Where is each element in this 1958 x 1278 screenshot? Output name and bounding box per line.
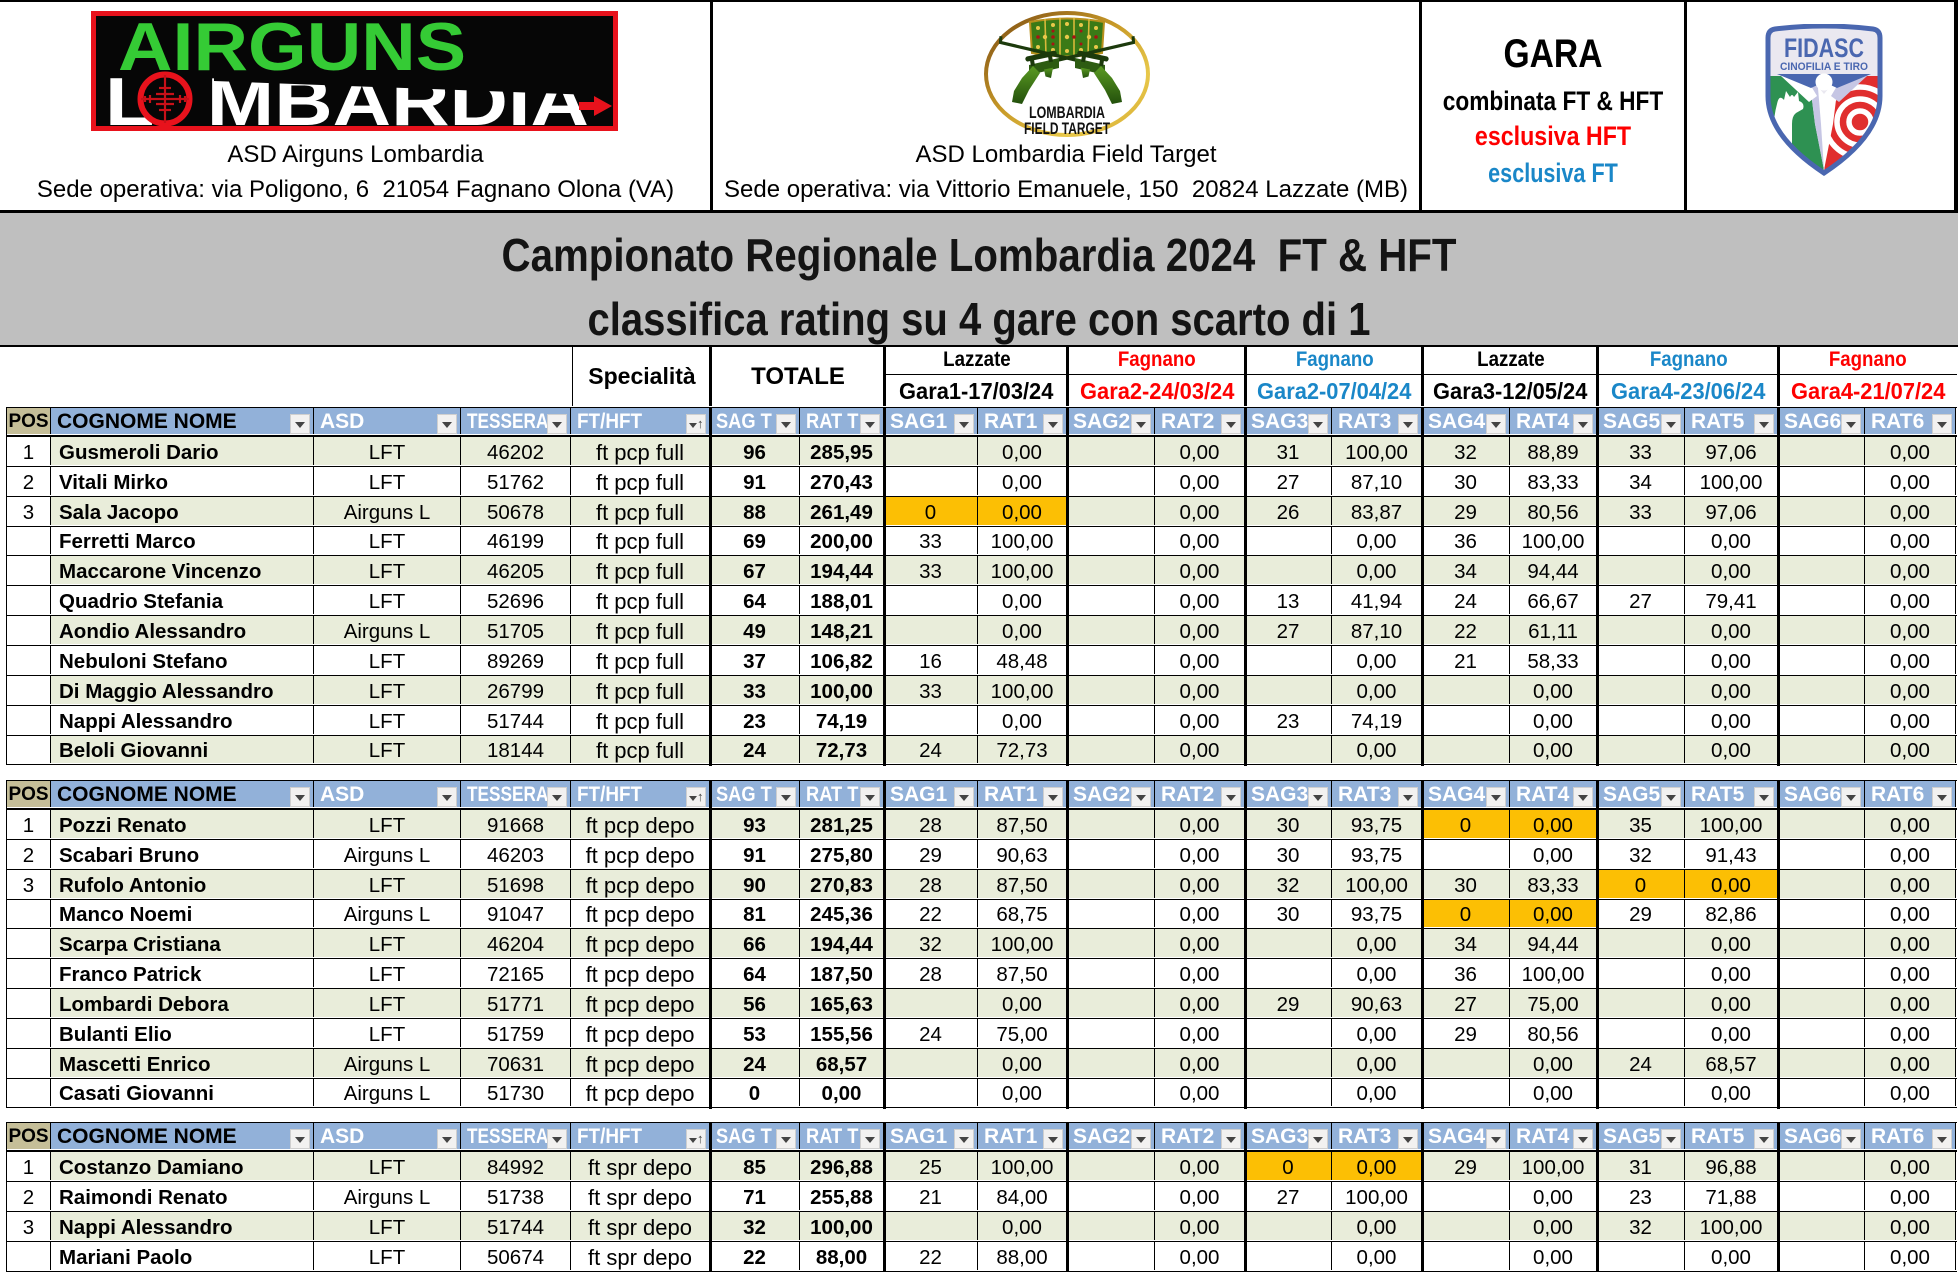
svg-text:FIELD TARGET: FIELD TARGET — [1024, 119, 1110, 138]
svg-text:FIDASC: FIDASC — [1784, 33, 1864, 63]
svg-text:LOMBARDIA: LOMBARDIA — [1029, 103, 1105, 122]
svg-text:CINOFILIA E TIRO: CINOFILIA E TIRO — [1780, 61, 1868, 73]
